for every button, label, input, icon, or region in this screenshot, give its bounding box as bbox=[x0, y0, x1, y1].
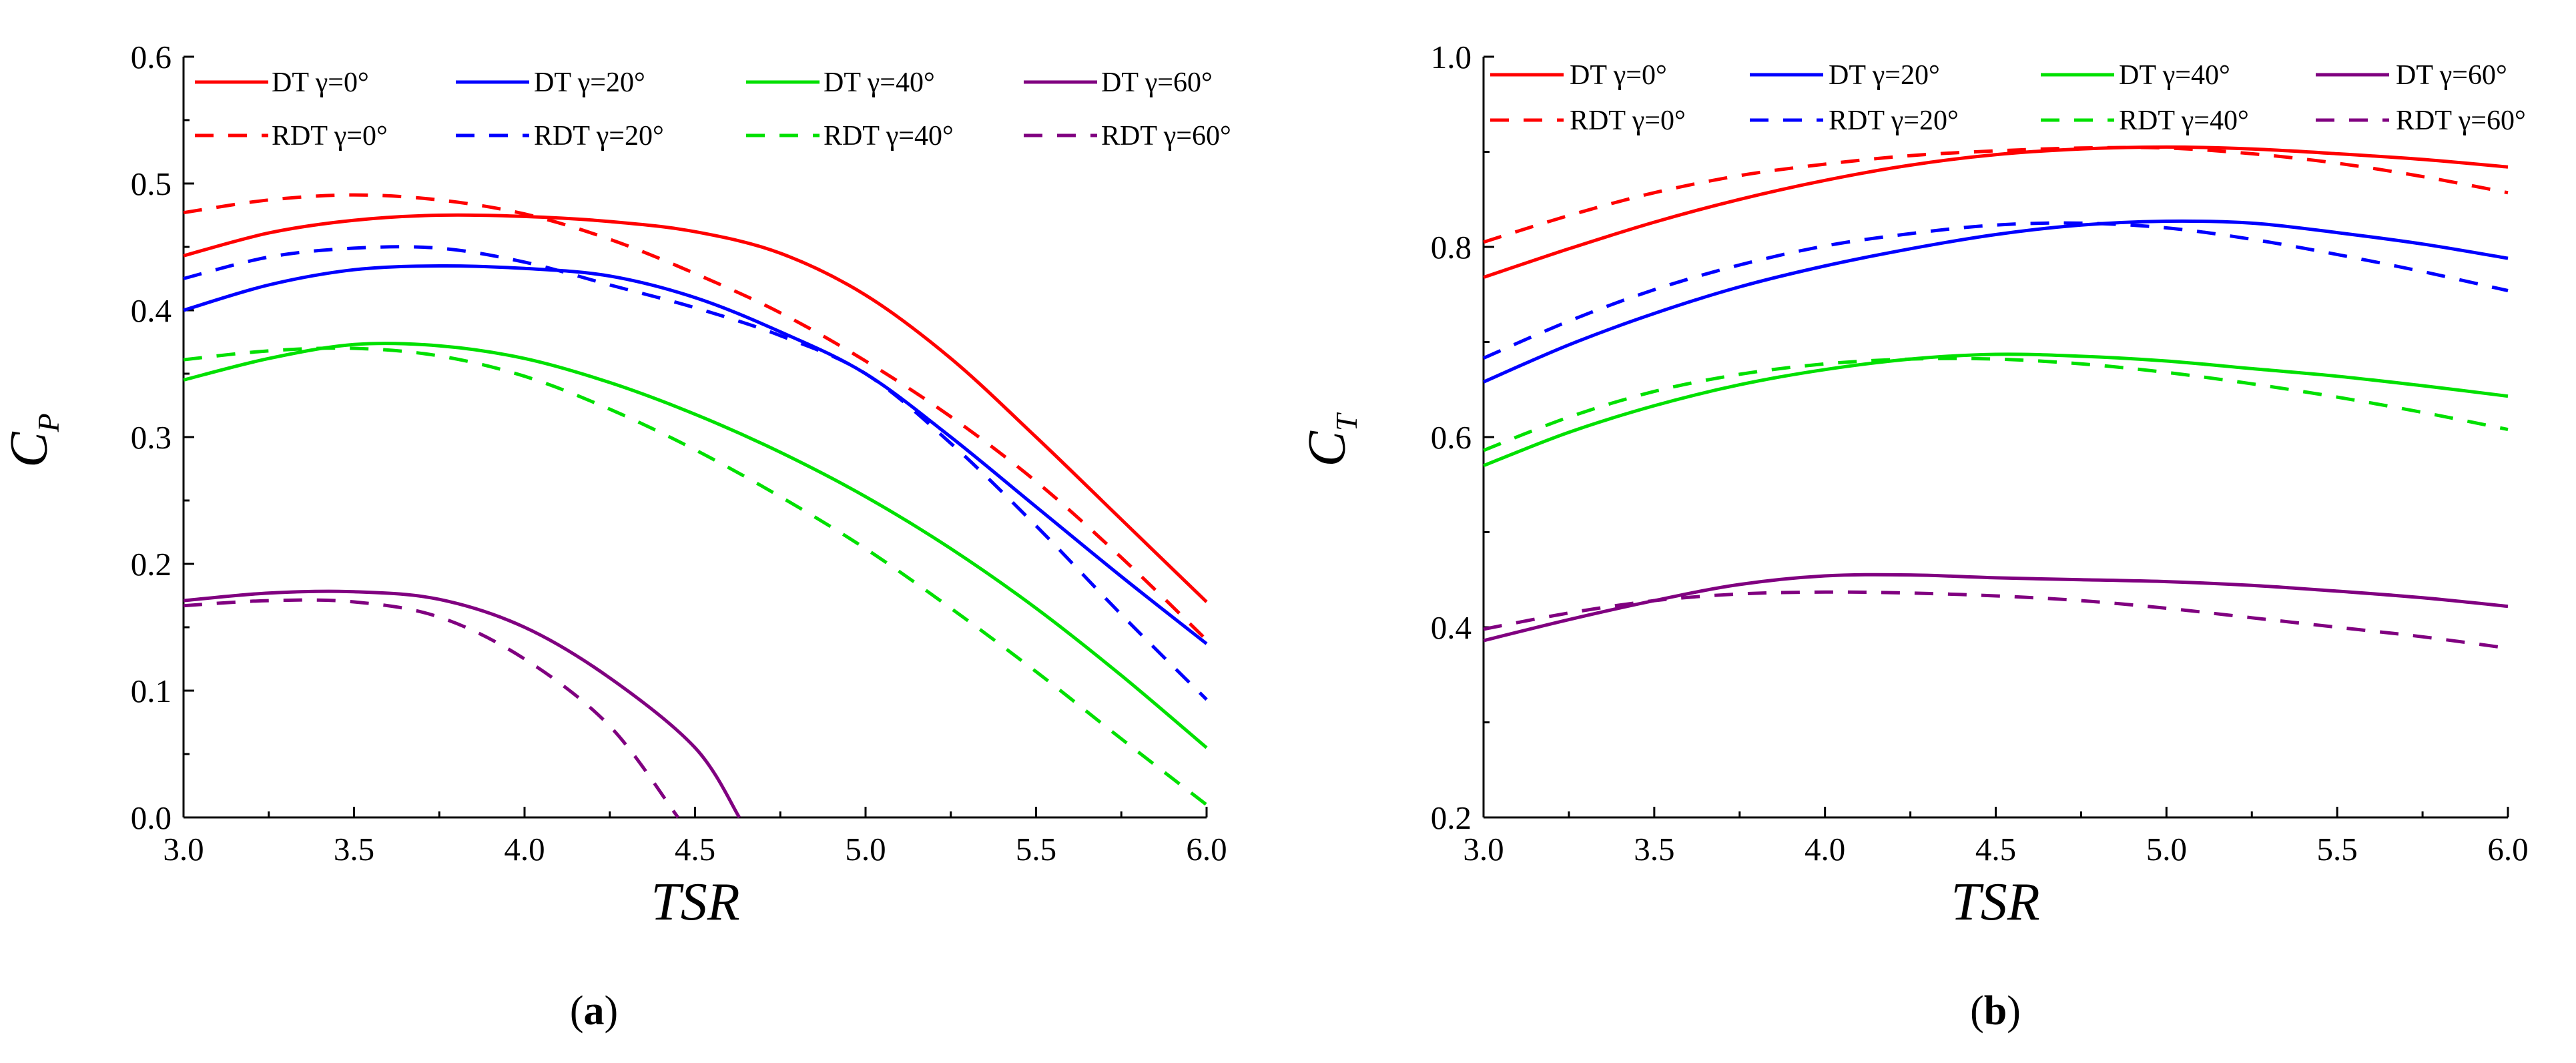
panel-a-series-line-7 bbox=[183, 589, 741, 819]
panel-label-b: (b) bbox=[1929, 988, 2062, 1035]
panel-a-y-tick-label: 0.1 bbox=[131, 673, 172, 709]
panel-a-series-line-1 bbox=[183, 213, 1208, 603]
panel-b-legend-label: RDT γ=20° bbox=[1829, 105, 1959, 136]
panel-b-legend-label: DT γ=40° bbox=[2119, 60, 2230, 91]
panel-a-legend-label: DT γ=60° bbox=[1101, 67, 1213, 98]
panel-a-x-tick-label: 6.0 bbox=[1186, 831, 1227, 867]
panel-b-legend-label: RDT γ=60° bbox=[2396, 105, 2526, 136]
panel-b-series-line-1 bbox=[1483, 145, 2509, 279]
panel-b-y-axis-label: CT bbox=[1298, 412, 1363, 466]
panel-a-series-line-4 bbox=[183, 245, 1208, 701]
panel-a-series-line-5 bbox=[183, 342, 1208, 749]
panel-a-legend-label: DT γ=20° bbox=[534, 67, 645, 98]
panel-b-x-tick-label: 3.0 bbox=[1463, 831, 1504, 867]
panel-a-y-tick-label: 0.0 bbox=[131, 799, 172, 836]
panel-b-legend-label: DT γ=20° bbox=[1829, 60, 1940, 91]
panel-a-legend-label: DT γ=0° bbox=[272, 67, 369, 98]
panel-b-series-line-2 bbox=[1483, 145, 2509, 244]
panel-b-series-line-3 bbox=[1482, 219, 2509, 384]
panel-a-y-tick-label: 0.2 bbox=[131, 546, 172, 583]
panel-b-y-tick-label: 0.2 bbox=[1431, 799, 1472, 836]
caption-b-close: ) bbox=[2007, 988, 2021, 1034]
panel-a-x-tick-label: 3.5 bbox=[334, 831, 374, 867]
panel-a-legend-label: RDT γ=60° bbox=[1101, 121, 1231, 151]
panel-b-x-tick-label: 5.5 bbox=[2317, 831, 2358, 867]
panel-a-x-tick-label: 5.0 bbox=[845, 831, 886, 867]
panel-b-x-axis-label: TSR bbox=[1951, 873, 2039, 932]
panel-a-legend-label: RDT γ=0° bbox=[272, 121, 388, 151]
panel-b-y-tick-label: 1.0 bbox=[1431, 39, 1472, 75]
caption-a-letter: a bbox=[583, 988, 605, 1034]
panel-label-a: (a) bbox=[527, 988, 661, 1035]
panel-a-y-tick-label: 0.6 bbox=[131, 39, 172, 75]
panel-b-x-tick-label: 3.5 bbox=[1634, 831, 1674, 867]
panel-b-y-tick-label: 0.6 bbox=[1431, 419, 1472, 456]
panel-b-legend-label: DT γ=0° bbox=[1570, 60, 1667, 91]
panel-b-x-tick-label: 6.0 bbox=[2487, 831, 2528, 867]
panel-b-series-line-8 bbox=[1483, 590, 2509, 650]
panel-a-y-tick-label: 0.3 bbox=[131, 419, 172, 456]
panel-a-series-line-3 bbox=[183, 264, 1208, 645]
caption-a-open: ( bbox=[569, 988, 584, 1034]
panel-a-legend-label: DT γ=40° bbox=[824, 67, 935, 98]
panel-b-y-tick-label: 0.4 bbox=[1431, 609, 1472, 646]
panel-a-series-line-6 bbox=[183, 346, 1208, 806]
caption-b-letter: b bbox=[1983, 988, 2007, 1034]
panel-b-y-tick-label: 0.8 bbox=[1431, 229, 1472, 266]
panel-a-x-tick-label: 3.0 bbox=[163, 831, 204, 867]
panel-b-x-tick-label: 4.5 bbox=[1975, 831, 2016, 867]
panel-b-series-line-4 bbox=[1483, 221, 2509, 360]
panel-a-y-tick-label: 0.4 bbox=[131, 292, 172, 329]
panel-a-series-line-8 bbox=[183, 598, 680, 819]
panel-a-y-tick-label: 0.5 bbox=[131, 165, 172, 202]
panel-a-y-axis-label: CP bbox=[0, 413, 65, 467]
panel-b-legend-label: RDT γ=40° bbox=[2119, 105, 2249, 136]
panel-b-legend-label: RDT γ=0° bbox=[1570, 105, 1686, 136]
panel-a-legend-label: RDT γ=20° bbox=[534, 121, 664, 151]
panel-a-x-axis-label: TSR bbox=[651, 873, 739, 932]
panel-a-legend-label: RDT γ=40° bbox=[824, 121, 954, 151]
panel-b-x-tick-label: 5.0 bbox=[2146, 831, 2187, 867]
caption-a-close: ) bbox=[604, 988, 619, 1034]
panel-a-x-tick-label: 5.5 bbox=[1016, 831, 1056, 867]
caption-b-open: ( bbox=[1970, 988, 1984, 1034]
panel-b-x-tick-label: 4.0 bbox=[1805, 831, 1845, 867]
panel-b-series-line-5 bbox=[1483, 352, 2509, 468]
panel-a-x-tick-label: 4.5 bbox=[675, 831, 715, 867]
panel-b-legend-label: DT γ=60° bbox=[2396, 60, 2507, 91]
panel-a-x-tick-label: 4.0 bbox=[504, 831, 545, 867]
panel-b-series-line-6 bbox=[1483, 356, 2509, 452]
panel-a-series-line-2 bbox=[183, 193, 1208, 641]
